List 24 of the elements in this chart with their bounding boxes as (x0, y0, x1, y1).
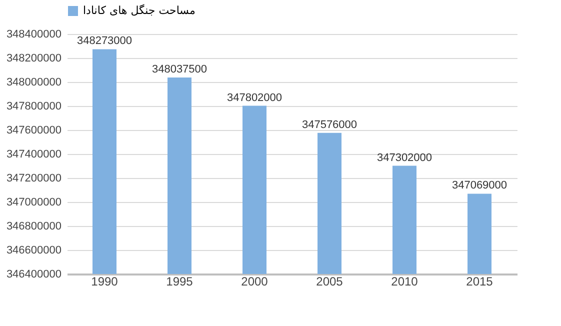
x-tick-label: 2010 (391, 274, 418, 288)
y-tick-label: 346600000 (6, 244, 62, 256)
y-tick-label: 347000000 (6, 196, 62, 208)
y-tick-label: 347600000 (6, 124, 62, 136)
data-label: 347069000 (452, 180, 508, 192)
x-tick-label: 2000 (241, 274, 268, 288)
y-tick-label: 346800000 (6, 220, 62, 232)
y-tick-label: 347200000 (6, 172, 62, 184)
y-tick-label: 348000000 (6, 76, 62, 88)
y-tick-label: 347400000 (6, 148, 62, 160)
x-tick-label: 2005 (316, 274, 344, 288)
y-tick-label: 348400000 (6, 28, 62, 40)
y-tick-label: 347800000 (6, 100, 62, 112)
x-tick-label: 1995 (166, 274, 194, 288)
x-tick-label: 1990 (91, 274, 118, 288)
y-tick-label: 348200000 (6, 52, 62, 64)
legend-label: مساحت جنگل های کانادا (83, 4, 196, 17)
data-label: 347302000 (376, 152, 432, 164)
data-label: 347576000 (302, 118, 358, 131)
y-tick-label: 346400000 (6, 268, 62, 280)
data-label: 348037500 (152, 64, 208, 76)
x-tick-label: 2015 (466, 274, 494, 288)
data-label: 348273000 (76, 35, 132, 48)
data-label: 347802000 (226, 92, 282, 104)
